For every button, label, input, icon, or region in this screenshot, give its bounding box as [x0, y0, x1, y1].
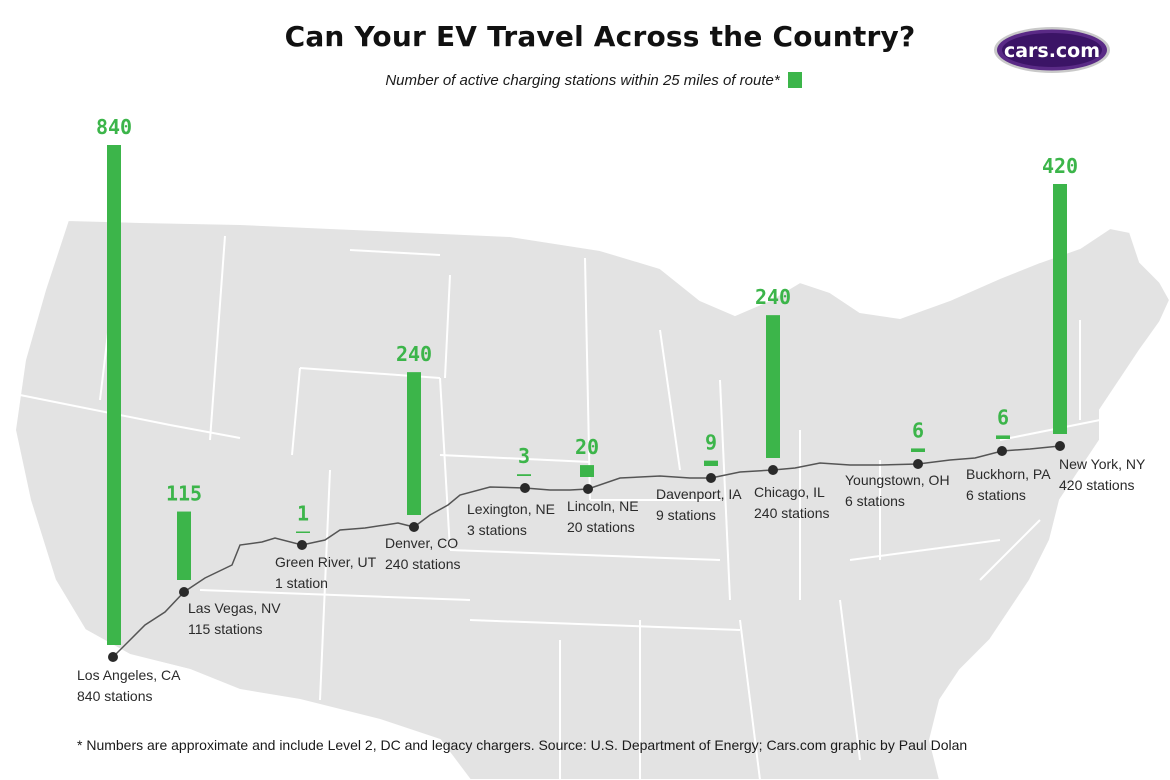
bar-7	[766, 315, 780, 458]
bar-1	[177, 511, 191, 580]
bars-layer: 840 Los Angeles, CA 840 stations 115 Las Veg…	[77, 115, 1146, 704]
station-count-label-1: 115 stations	[188, 621, 262, 637]
value-label-7: 240	[755, 285, 791, 309]
city-label-3: Denver, CO	[385, 535, 458, 551]
bar-2	[296, 531, 310, 533]
value-label-8: 6	[912, 418, 924, 442]
city-dot-1	[179, 587, 189, 597]
station-count-label-10: 420 stations	[1059, 477, 1135, 493]
station-count-label-6: 9 stations	[656, 507, 716, 523]
station-count-label-5: 20 stations	[567, 519, 635, 535]
city-label-6: Davenport, IA	[656, 486, 742, 502]
city-label-9: Buckhorn, PA	[966, 466, 1051, 482]
city-label-0: Los Angeles, CA	[77, 667, 181, 683]
value-label-9: 6	[997, 405, 1009, 429]
bar-5	[580, 465, 594, 477]
value-label-6: 9	[705, 431, 717, 455]
city-label-5: Lincoln, NE	[567, 498, 639, 514]
city-label-10: New York, NY	[1059, 456, 1146, 472]
subtitle-text: Number of active charging stations withi…	[385, 72, 780, 89]
city-dot-7	[768, 465, 778, 475]
bar-8	[911, 448, 925, 452]
city-dot-10	[1055, 441, 1065, 451]
city-dot-6	[706, 473, 716, 483]
city-dot-9	[997, 446, 1007, 456]
city-label-2: Green River, UT	[275, 554, 377, 570]
station-count-label-7: 240 stations	[754, 505, 830, 521]
city-label-1: Las Vegas, NV	[188, 600, 281, 616]
bar-6	[704, 460, 718, 466]
city-label-4: Lexington, NE	[467, 501, 555, 517]
legend-swatch	[787, 72, 802, 88]
city-label-8: Youngstown, OH	[845, 472, 950, 488]
us-map	[13, 218, 1170, 780]
logo-text: cars.com	[1004, 40, 1100, 62]
value-label-3: 240	[396, 342, 432, 366]
city-dot-2	[297, 540, 307, 550]
bar-0	[107, 145, 121, 645]
station-count-label-8: 6 stations	[845, 493, 905, 509]
value-label-10: 420	[1042, 154, 1078, 178]
city-dot-3	[409, 522, 419, 532]
station-count-label-9: 6 stations	[966, 487, 1026, 503]
city-dot-5	[583, 484, 593, 494]
city-dot-8	[913, 459, 923, 469]
city-dot-0	[108, 652, 118, 662]
chart-title: Can Your EV Travel Across the Country?	[284, 20, 916, 53]
station-count-label-3: 240 stations	[385, 556, 461, 572]
bar-4	[517, 474, 531, 476]
chart-subtitle: Number of active charging stations withi…	[0, 72, 1170, 89]
station-count-label-2: 1 station	[275, 575, 328, 591]
bar-9	[996, 435, 1010, 439]
value-label-5: 20	[575, 435, 599, 459]
bar-3	[407, 372, 421, 515]
value-label-4: 3	[518, 444, 530, 468]
state-borders	[19, 231, 1101, 780]
value-label-1: 115	[166, 482, 202, 506]
station-count-label-4: 3 stations	[467, 522, 527, 538]
value-label-2: 1	[297, 502, 309, 526]
city-dot-4	[520, 483, 530, 493]
station-count-label-0: 840 stations	[77, 688, 153, 704]
value-label-0: 840	[96, 115, 132, 139]
city-label-7: Chicago, IL	[754, 484, 825, 500]
cars-com-logo: cars.com	[994, 27, 1110, 73]
bar-10	[1053, 184, 1067, 434]
footnote: * Numbers are approximate and include Le…	[77, 737, 968, 753]
